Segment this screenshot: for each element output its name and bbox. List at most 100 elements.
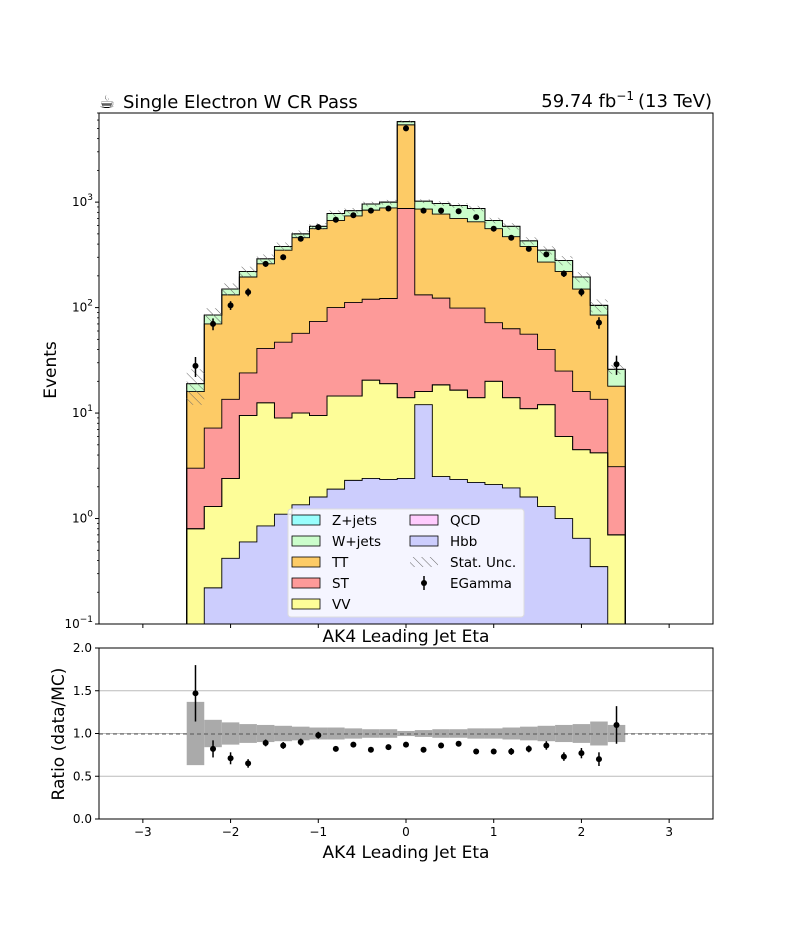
ratio-point xyxy=(385,744,392,751)
chart-header: ☕ Single Electron W CR Pass 59.74 fb−1 (1… xyxy=(99,89,712,113)
ratio-unc-bin xyxy=(572,724,591,743)
data-marker xyxy=(525,245,532,252)
ratio-point xyxy=(367,746,374,753)
data-point xyxy=(192,357,199,377)
ratio-y-tick-label: 1.5 xyxy=(73,684,92,698)
stat-unc-hatch xyxy=(502,223,521,230)
ratio-marker xyxy=(595,756,602,763)
main-panel: 10−1 100 101 102 103 Events AK4 Leading Jet … xyxy=(41,112,714,647)
ratio-point xyxy=(227,752,234,765)
ratio-marker xyxy=(210,745,217,752)
data-point xyxy=(385,205,392,212)
ratio-point xyxy=(473,748,480,755)
ratio-marker xyxy=(560,753,567,760)
ratio-marker xyxy=(490,748,497,755)
legend-label: W+jets xyxy=(332,534,381,550)
data-marker xyxy=(473,214,480,221)
main-y-ticks: 10−1 100 101 102 103 xyxy=(64,112,99,631)
data-point xyxy=(578,288,585,297)
ratio-point xyxy=(210,740,217,758)
data-point xyxy=(543,251,550,258)
data-marker xyxy=(350,212,357,219)
ratio-x-tick-label: 2 xyxy=(578,825,586,839)
legend-swatch xyxy=(291,535,321,547)
ratio-point xyxy=(192,665,199,722)
data-point xyxy=(420,207,427,214)
stat-unc-hatch xyxy=(397,120,415,124)
stat-unc-hatch xyxy=(379,199,398,205)
ratio-marker xyxy=(367,746,374,753)
stat-unc-hatch xyxy=(291,230,310,238)
ratio-unc-bin xyxy=(256,724,275,743)
legend-label: Z+jets xyxy=(332,513,377,529)
legend-label: Stat. Unc. xyxy=(450,555,516,571)
stat-unc-hatch xyxy=(484,217,503,224)
legend-entry-tt: TT xyxy=(291,555,349,571)
data-point xyxy=(490,225,497,232)
ratio-unc-bin xyxy=(186,701,205,766)
legend-swatch xyxy=(291,514,321,526)
y-tick-label: 102 xyxy=(72,299,93,315)
stat-unc-hatch xyxy=(239,266,257,277)
ratio-marker xyxy=(508,748,515,755)
ratio-point xyxy=(262,739,269,747)
ratio-y-tick-label: 1.0 xyxy=(73,727,92,741)
ratio-point xyxy=(420,746,427,753)
data-marker xyxy=(315,224,322,231)
ratio-point xyxy=(578,748,585,759)
data-point xyxy=(438,207,445,214)
data-point xyxy=(297,235,304,242)
data-point xyxy=(473,214,480,221)
chart-title: Single Electron W CR Pass xyxy=(123,92,358,113)
ratio-marker xyxy=(613,721,620,728)
ratio-point xyxy=(403,741,409,748)
stat-unc-hatch xyxy=(520,237,538,245)
ratio-x-ticks: −3 −2 −1 0 1 2 3 xyxy=(134,819,673,839)
ratio-point xyxy=(508,748,515,755)
ratio-marker xyxy=(543,742,550,749)
ratio-y-tick-label: 2.0 xyxy=(73,641,92,655)
data-point xyxy=(315,224,322,231)
ratio-marker xyxy=(473,748,480,755)
ratio-marker xyxy=(297,739,304,746)
ratio-marker xyxy=(280,742,287,749)
lumi-value: 59.74 fb xyxy=(541,91,616,112)
legend-swatch xyxy=(409,535,439,547)
legend-entry-w-jets: W+jets xyxy=(291,534,381,550)
ratio-marker xyxy=(525,745,532,752)
ratio-point xyxy=(332,745,339,752)
legend-swatch xyxy=(410,557,438,567)
ratio-marker xyxy=(262,739,269,746)
stat-unc-hatch xyxy=(362,201,380,207)
data-marker xyxy=(192,362,199,369)
data-marker xyxy=(385,205,392,212)
legend-entry-st: ST xyxy=(291,576,350,592)
data-marker xyxy=(210,320,217,327)
data-points xyxy=(192,125,620,377)
ratio-x-tick-label: −1 xyxy=(309,825,327,839)
ratio-x-tick-label: 3 xyxy=(665,825,673,839)
lumi-exponent: −1 xyxy=(616,89,634,103)
stat-unc-hatch xyxy=(449,203,468,208)
legend-marker xyxy=(421,580,427,586)
stat-unc-hatch xyxy=(414,199,433,204)
coffee-icon: ☕ xyxy=(99,92,115,113)
stat-unc-hatch xyxy=(186,369,205,405)
ratio-unc-bin xyxy=(502,727,521,740)
ratio-point xyxy=(245,759,252,768)
data-marker xyxy=(455,208,462,215)
ratio-point xyxy=(350,741,357,748)
stat-unc-hatch xyxy=(204,308,222,324)
stat-unc-hatch xyxy=(467,205,485,212)
legend-entry-qcd: QCD xyxy=(409,513,480,529)
data-marker xyxy=(613,361,620,368)
data-marker xyxy=(332,216,339,223)
ratio-point xyxy=(455,740,462,747)
stat-unc-hatch xyxy=(590,299,608,313)
ratio-marker xyxy=(420,746,427,753)
data-point xyxy=(262,260,269,267)
stat-unc-hatch xyxy=(572,272,591,283)
stack-outline-st xyxy=(186,208,626,624)
y-tick-label: 100 xyxy=(72,510,93,526)
legend-swatch xyxy=(291,598,321,610)
